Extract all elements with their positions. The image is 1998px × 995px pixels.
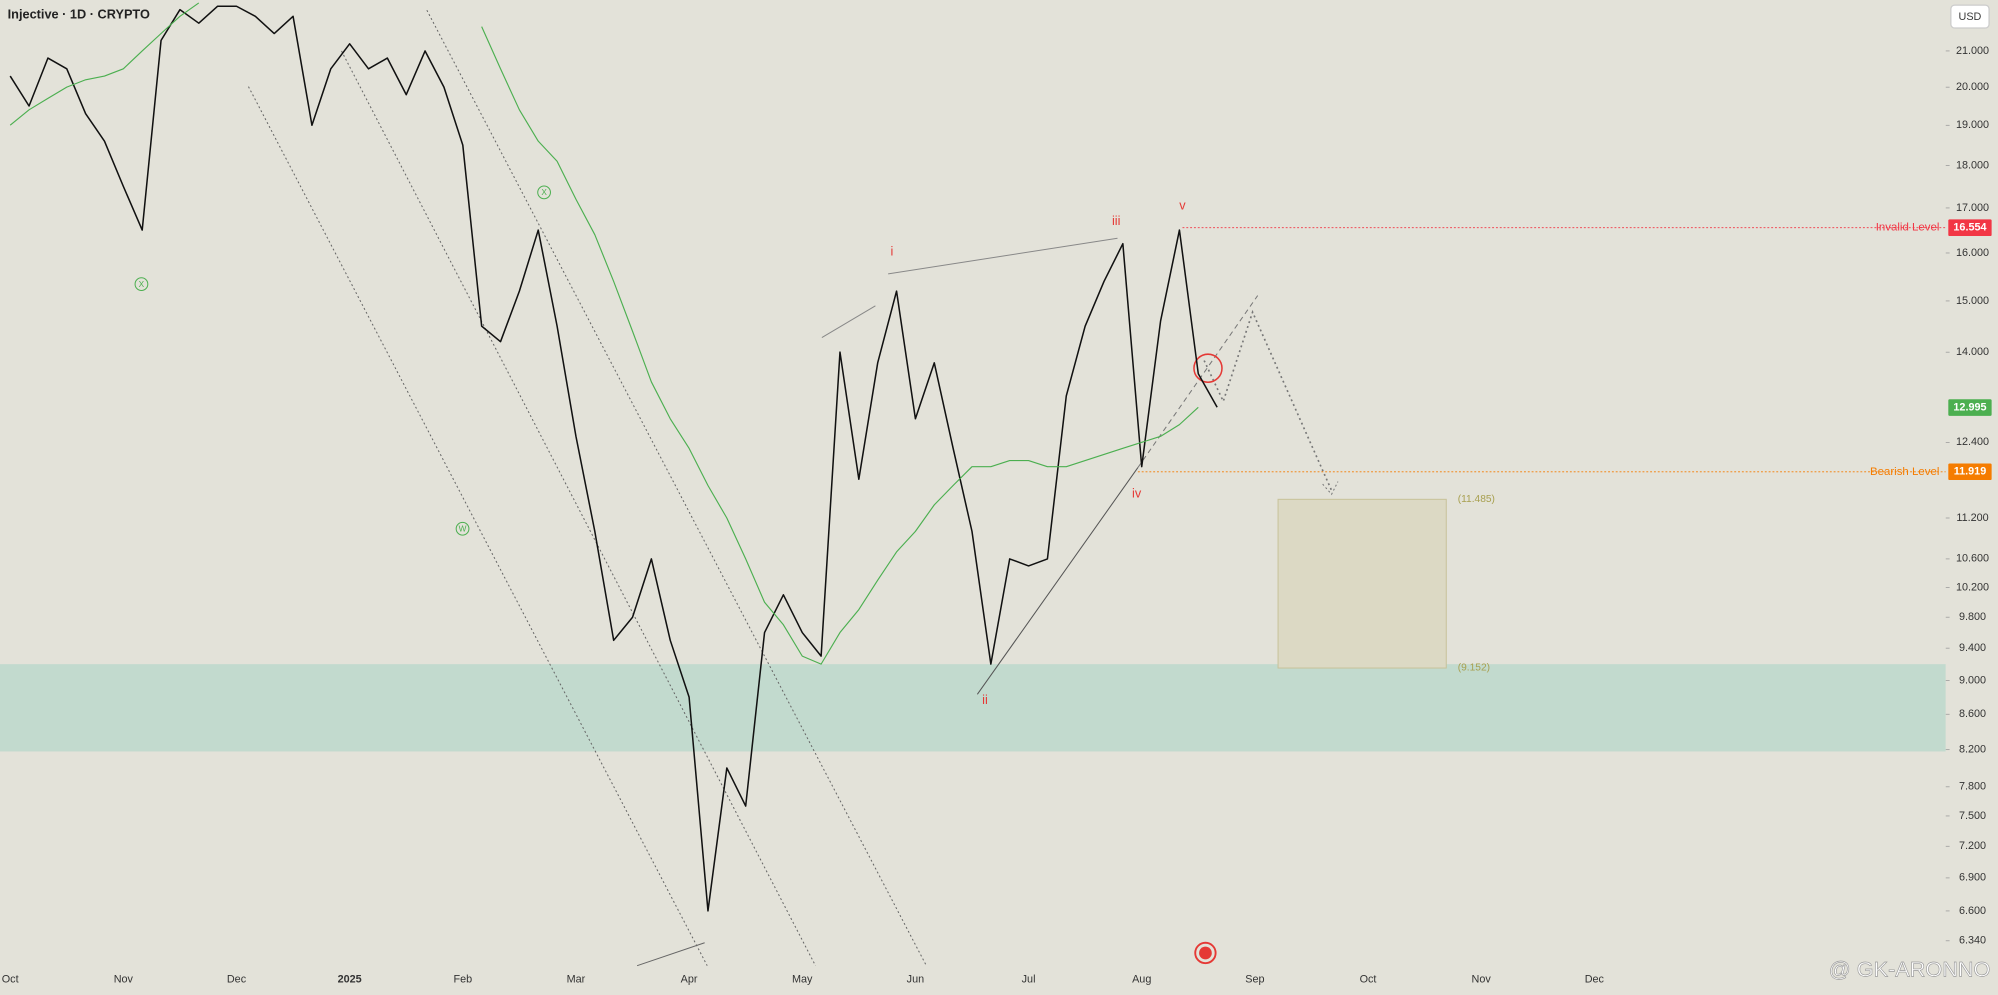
last-price-tag: [1948, 399, 1992, 416]
x-tick-label: 2025: [338, 974, 362, 986]
target-box: [1277, 498, 1447, 669]
price-line: [9, 5, 1218, 912]
level-label: Bearish Level: [1870, 466, 1939, 478]
y-tick-label: 8.200: [1959, 744, 1986, 756]
support-zone: [0, 664, 1946, 752]
wave-label: iii: [1112, 213, 1121, 228]
wave-circle: [134, 277, 149, 291]
x-tick-label: Sep: [1245, 974, 1264, 986]
y-tick-label: 6.600: [1959, 905, 1986, 917]
y-tick-label: 6.340: [1959, 935, 1986, 947]
wave-label: iv: [1132, 486, 1142, 501]
trend-line: [888, 237, 1118, 275]
y-tick-label: 9.400: [1959, 642, 1986, 654]
x-tick-label: Apr: [681, 974, 698, 986]
y-tick-label: 17.000: [1956, 202, 1989, 214]
x-tick-label: Jun: [907, 974, 924, 986]
highlight-circle: [1193, 353, 1223, 383]
wave-label: i: [891, 244, 894, 259]
corrective-label: W: [459, 525, 467, 534]
axis-layer: 21.000 20.000 19.000 18.000 17.000 16.000 15.0…: [2, 45, 1992, 986]
drawings: [248, 9, 1339, 967]
projection-path: [1203, 309, 1333, 491]
y-tick-label: 10.200: [1956, 581, 1989, 593]
x-tick-label: Feb: [453, 974, 472, 986]
corrective-label: X: [541, 188, 547, 197]
price-line: [9, 2, 1199, 665]
under-layer: (11.485) (9.152): [0, 494, 1946, 752]
corrective-label: X: [139, 280, 145, 289]
trend-line: [821, 305, 876, 339]
y-tick-label: 11.200: [1956, 512, 1988, 524]
y-tick-label: 9.000: [1959, 674, 1986, 686]
y-tick-label: 20.000: [1956, 81, 1989, 93]
event-icon[interactable]: [1194, 941, 1217, 965]
channel-line: [426, 9, 927, 966]
y-tick-label: 6.900: [1959, 872, 1986, 884]
y-tick-label: 21.000: [1956, 45, 1989, 57]
last-price-label: 12.995: [1953, 401, 1986, 413]
wave-circle: [537, 185, 551, 200]
price-tag: [1948, 463, 1992, 481]
projection-arrow: [1322, 481, 1339, 496]
x-tick-label: Mar: [567, 974, 586, 986]
wave-label: v: [1179, 198, 1186, 213]
y-tick-label: 7.500: [1959, 810, 1986, 822]
wave-label: ii: [982, 692, 988, 707]
level-label: Invalid Level: [1876, 222, 1940, 234]
x-tick-label: Jul: [1022, 974, 1036, 986]
target-label: (9.152): [1458, 663, 1490, 674]
y-tick-label: 19.000: [1956, 119, 1989, 131]
y-tick-label: 9.800: [1959, 611, 1986, 623]
currency-label[interactable]: USD: [1959, 11, 1982, 23]
price-tag: [1948, 219, 1992, 236]
x-tick-label: May: [792, 974, 813, 986]
x-tick-label: Nov: [114, 974, 134, 986]
x-tick-label: Oct: [2, 974, 19, 986]
currency-button[interactable]: [1950, 4, 1990, 29]
wave-circle: [455, 521, 470, 536]
price-axis: [1945, 0, 1998, 995]
x-tick-label: Dec: [227, 974, 247, 986]
event-icon-dot[interactable]: [1199, 946, 1212, 960]
y-tick-label: 16.000: [1956, 247, 1989, 259]
target-label: (11.485): [1458, 494, 1495, 505]
x-tick-label: Nov: [1472, 974, 1492, 986]
y-tick-label: 14.000: [1956, 346, 1989, 358]
x-tick-label: Oct: [1360, 974, 1377, 986]
y-tick-label: 15.000: [1956, 295, 1989, 307]
y-tick-label: 8.600: [1959, 708, 1986, 720]
y-tick-label: 10.600: [1956, 553, 1989, 565]
trend-line: [636, 942, 705, 967]
y-tick-label: 18.000: [1956, 159, 1989, 171]
x-tick-label: Dec: [1585, 974, 1605, 986]
price-tag-label: 16.554: [1953, 222, 1986, 234]
price-tag-label: 11.919: [1954, 466, 1987, 478]
watermark: @ GK-ARONNO: [1829, 957, 1991, 982]
y-tick-label: 7.200: [1959, 840, 1986, 852]
channel-line: [248, 86, 708, 966]
trend-line: [976, 467, 1139, 695]
y-tick-label: 7.800: [1959, 781, 1986, 793]
y-tick-label: 12.400: [1956, 436, 1989, 448]
x-tick-label: Aug: [1132, 974, 1151, 986]
chart-title: Injective · 1D · CRYPTO: [8, 7, 150, 22]
